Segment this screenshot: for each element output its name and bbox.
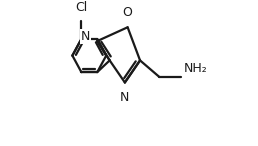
Text: O: O <box>123 6 133 19</box>
Text: N: N <box>120 91 130 104</box>
Text: Cl: Cl <box>75 1 87 14</box>
Text: NH₂: NH₂ <box>183 62 207 75</box>
Text: N: N <box>81 30 90 43</box>
